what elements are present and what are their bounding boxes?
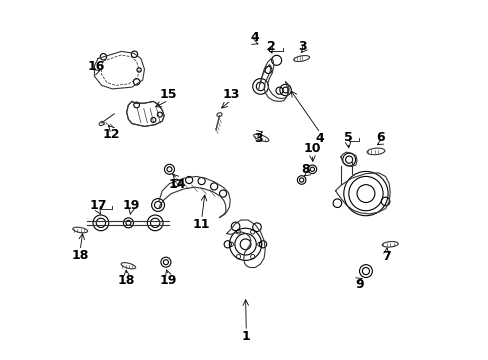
Text: 3: 3 xyxy=(254,132,263,145)
Text: 2: 2 xyxy=(266,40,275,53)
Text: 19: 19 xyxy=(122,199,139,212)
Text: 14: 14 xyxy=(168,178,186,191)
Text: 3: 3 xyxy=(298,40,306,53)
Text: 9: 9 xyxy=(354,278,363,291)
Text: 13: 13 xyxy=(222,89,239,102)
Text: 11: 11 xyxy=(192,218,210,231)
Text: 6: 6 xyxy=(376,131,385,144)
Text: 18: 18 xyxy=(118,274,135,287)
Text: 5: 5 xyxy=(343,131,352,144)
Text: 19: 19 xyxy=(160,274,177,287)
Text: 10: 10 xyxy=(303,143,321,156)
Text: 1: 1 xyxy=(242,330,250,343)
Text: 8: 8 xyxy=(300,163,309,176)
Text: 18: 18 xyxy=(71,249,89,262)
Text: 15: 15 xyxy=(160,89,177,102)
Text: 4: 4 xyxy=(315,132,324,145)
Text: 17: 17 xyxy=(90,199,107,212)
Text: 4: 4 xyxy=(250,31,258,44)
Text: 12: 12 xyxy=(102,128,120,141)
Text: 16: 16 xyxy=(87,60,105,73)
Text: 7: 7 xyxy=(382,250,390,263)
